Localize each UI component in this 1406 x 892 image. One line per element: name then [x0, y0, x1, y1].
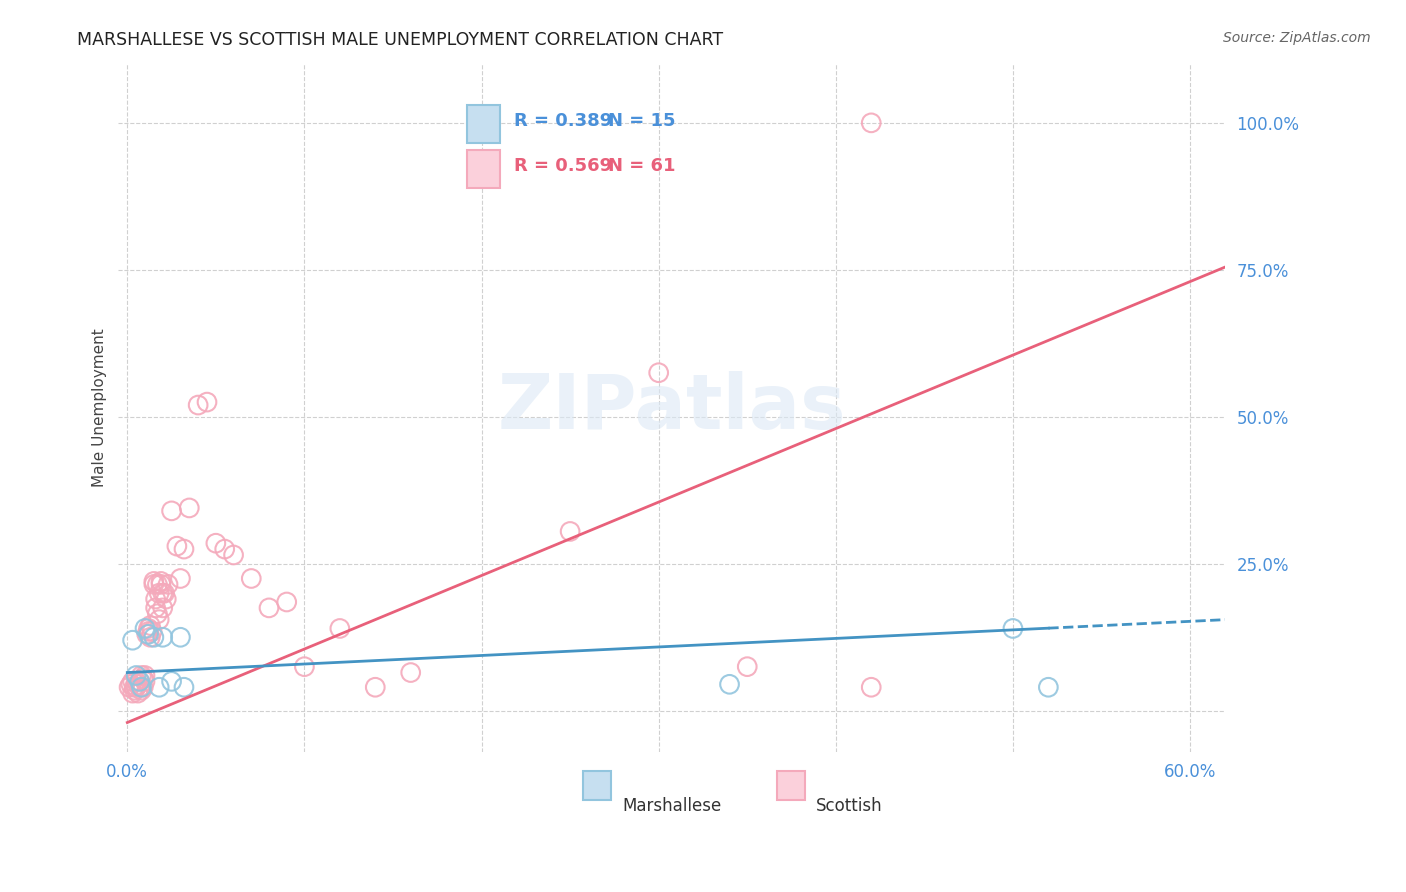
Point [125, 668, 148, 682]
Point [157, 577, 180, 591]
Point [124, 683, 146, 698]
Point [155, 592, 177, 607]
Point [329, 622, 352, 636]
Y-axis label: Male Unemployment: Male Unemployment [93, 328, 107, 487]
Point [145, 592, 167, 607]
Point [139, 618, 162, 632]
Point [148, 586, 170, 600]
Point [135, 627, 157, 641]
Text: MARSHALLESE VS SCOTTISH MALE UNEMPLOYMENT CORRELATION CHART: MARSHALLESE VS SCOTTISH MALE UNEMPLOYMEN… [77, 31, 724, 49]
Point [131, 668, 153, 682]
Point [558, 524, 581, 539]
Point [160, 504, 183, 518]
Text: Scottish: Scottish [815, 797, 883, 814]
Point [153, 586, 176, 600]
Point [860, 116, 883, 130]
Point [139, 630, 162, 644]
Point [169, 572, 191, 586]
Point [125, 674, 148, 689]
Point [148, 680, 170, 694]
Point [173, 542, 195, 557]
Point [169, 630, 191, 644]
Point [146, 607, 169, 621]
Point [149, 574, 172, 589]
Point [860, 680, 883, 694]
Point [142, 574, 165, 589]
Point [364, 680, 387, 694]
Point [187, 398, 209, 412]
Point [647, 366, 669, 380]
Text: Source: ZipAtlas.com: Source: ZipAtlas.com [1223, 31, 1371, 45]
Point [121, 674, 143, 689]
Point [128, 680, 150, 694]
Point [138, 624, 160, 639]
Point [121, 633, 143, 648]
Point [127, 686, 149, 700]
Point [132, 680, 155, 694]
Point [257, 600, 280, 615]
Point [128, 674, 150, 689]
Point [399, 665, 422, 680]
Point [141, 624, 163, 639]
Point [120, 677, 142, 691]
Point [121, 686, 143, 700]
Point [240, 572, 263, 586]
Point [152, 586, 174, 600]
Point [166, 539, 188, 553]
Point [134, 674, 156, 689]
Point [131, 680, 153, 694]
Point [195, 395, 218, 409]
Point [134, 622, 156, 636]
Text: R = 0.569: R = 0.569 [513, 157, 612, 175]
Point [179, 500, 201, 515]
Point [152, 630, 174, 644]
Point [205, 536, 228, 550]
Point [148, 613, 170, 627]
Point [125, 680, 148, 694]
Point [134, 668, 156, 682]
Point [138, 622, 160, 636]
Point [118, 680, 141, 694]
Point [173, 680, 195, 694]
Point [1001, 622, 1024, 636]
Text: N = 15: N = 15 [607, 112, 675, 130]
Point [138, 627, 160, 641]
Point [128, 674, 150, 689]
Point [132, 672, 155, 686]
Point [127, 677, 149, 691]
Point [149, 577, 172, 591]
Text: R = 0.389: R = 0.389 [513, 112, 612, 130]
Point [124, 680, 146, 694]
Point [131, 683, 153, 698]
Point [214, 542, 236, 557]
Point [142, 577, 165, 591]
FancyBboxPatch shape [467, 105, 501, 143]
Text: Marshallese: Marshallese [621, 797, 721, 814]
Point [276, 595, 298, 609]
Point [1038, 680, 1060, 694]
Point [146, 577, 169, 591]
Text: N = 61: N = 61 [607, 157, 675, 175]
Point [142, 630, 165, 644]
Text: ZIPatlas: ZIPatlas [498, 371, 846, 445]
FancyBboxPatch shape [583, 772, 612, 800]
FancyBboxPatch shape [778, 772, 804, 800]
Point [152, 600, 174, 615]
Point [718, 677, 741, 691]
Point [294, 659, 316, 673]
Point [222, 548, 245, 562]
Point [145, 600, 167, 615]
Point [160, 674, 183, 689]
FancyBboxPatch shape [467, 150, 501, 188]
Point [735, 659, 758, 673]
